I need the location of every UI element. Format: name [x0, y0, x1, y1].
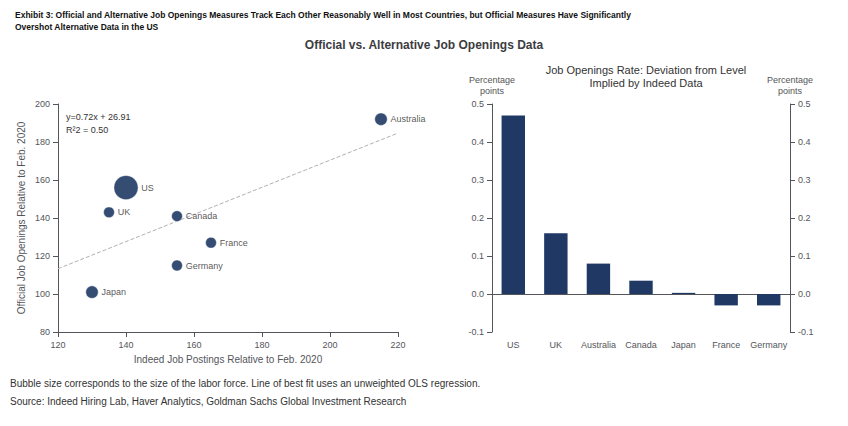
svg-text:220: 220 [390, 340, 405, 350]
svg-text:0.0: 0.0 [798, 289, 811, 299]
svg-text:0.4: 0.4 [471, 137, 484, 147]
svg-text:200: 200 [35, 99, 50, 109]
svg-text:200: 200 [322, 340, 337, 350]
svg-text:France: France [220, 238, 248, 248]
svg-text:Canada: Canada [186, 211, 218, 221]
svg-text:France: France [712, 340, 740, 350]
svg-text:80: 80 [40, 327, 50, 337]
svg-text:0.5: 0.5 [798, 99, 811, 109]
svg-text:Australia: Australia [391, 114, 426, 124]
svg-text:120: 120 [50, 340, 65, 350]
svg-text:Canada: Canada [625, 340, 657, 350]
svg-text:points: points [778, 86, 803, 96]
svg-text:Germany: Germany [186, 261, 224, 271]
svg-text:180: 180 [254, 340, 269, 350]
svg-text:120: 120 [35, 251, 50, 261]
svg-text:Japan: Japan [102, 287, 127, 297]
svg-text:140: 140 [35, 213, 50, 223]
svg-text:UK: UK [118, 207, 131, 217]
svg-text:Implied by Indeed Data: Implied by Indeed Data [589, 77, 703, 89]
svg-text:Germany: Germany [750, 340, 788, 350]
svg-text:Official vs. Alternative Job O: Official vs. Alternative Job Openings Da… [305, 38, 544, 52]
svg-text:0.2: 0.2 [471, 213, 484, 223]
svg-text:Overshot Alternative Data in t: Overshot Alternative Data in the US [15, 22, 159, 32]
svg-text:0.5: 0.5 [471, 99, 484, 109]
svg-text:Australia: Australia [581, 340, 616, 350]
svg-text:160: 160 [186, 340, 201, 350]
svg-text:R²2 = 0.50: R²2 = 0.50 [66, 125, 108, 135]
svg-text:0.2: 0.2 [798, 213, 811, 223]
svg-text:US: US [141, 183, 154, 193]
svg-text:UK: UK [550, 340, 563, 350]
svg-text:Source: Indeed Hiring Lab, Hav: Source: Indeed Hiring Lab, Haver Analyti… [10, 396, 406, 407]
svg-text:Job Openings Rate: Deviation f: Job Openings Rate: Deviation from Level [546, 64, 747, 76]
svg-text:Official Job Openings Relative: Official Job Openings Relative to Feb. 2… [16, 121, 27, 314]
svg-text:0.1: 0.1 [471, 251, 484, 261]
svg-text:0.1: 0.1 [798, 251, 811, 261]
svg-text:-0.1: -0.1 [468, 327, 484, 337]
svg-text:Bubble size corresponds to the: Bubble size corresponds to the size of t… [10, 378, 480, 389]
svg-text:0.3: 0.3 [471, 175, 484, 185]
svg-text:0.0: 0.0 [471, 289, 484, 299]
svg-text:y=0.72x + 26.91: y=0.72x + 26.91 [66, 112, 131, 122]
svg-text:-0.1: -0.1 [798, 327, 814, 337]
svg-text:Japan: Japan [671, 340, 696, 350]
svg-text:180: 180 [35, 137, 50, 147]
svg-text:points: points [480, 86, 505, 96]
svg-text:0.4: 0.4 [798, 137, 811, 147]
svg-text:140: 140 [118, 340, 133, 350]
svg-text:160: 160 [35, 175, 50, 185]
svg-text:100: 100 [35, 289, 50, 299]
svg-text:Indeed Job Postings Relative t: Indeed Job Postings Relative to Feb. 202… [134, 354, 323, 365]
svg-text:Percentage: Percentage [469, 75, 515, 85]
svg-text:Percentage: Percentage [767, 75, 813, 85]
svg-text:0.3: 0.3 [798, 175, 811, 185]
svg-text:Exhibit 3: Official and Altern: Exhibit 3: Official and Alternative Job … [15, 10, 631, 20]
svg-text:US: US [507, 340, 520, 350]
